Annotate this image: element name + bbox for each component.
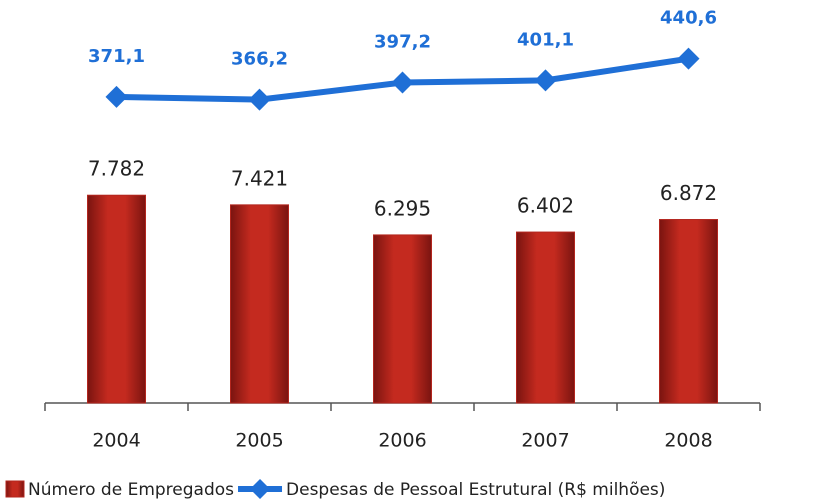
data-label: 401,1 — [517, 29, 574, 50]
data-label: 397,2 — [374, 32, 431, 53]
marker — [105, 85, 128, 108]
data-label: 7.421 — [231, 166, 288, 190]
x-tick-label: 2004 — [92, 430, 140, 452]
data-label: 7.782 — [88, 157, 145, 181]
bar — [516, 231, 575, 404]
marker — [248, 88, 271, 111]
marker — [534, 69, 557, 92]
data-label: 366,2 — [231, 49, 288, 70]
legend-marker — [250, 479, 271, 499]
bar — [87, 194, 146, 404]
marker — [391, 71, 414, 94]
bar — [373, 234, 432, 404]
marker — [677, 47, 700, 70]
x-tick-label: 2005 — [235, 430, 283, 452]
data-label: 440,6 — [660, 8, 717, 29]
x-tick-label: 2007 — [521, 430, 569, 452]
legend-label: Número de Empregados — [28, 480, 234, 500]
data-label: 6.402 — [517, 194, 574, 218]
bar — [230, 204, 289, 404]
legend-swatch — [5, 480, 25, 498]
x-tick-label: 2008 — [664, 430, 712, 452]
x-tick-label: 2006 — [378, 430, 426, 452]
bar — [659, 219, 718, 404]
data-label: 6.872 — [660, 181, 717, 205]
data-label: 6.295 — [374, 196, 431, 220]
legend-label: Despesas de Pessoal Estrutural (R$ milhõ… — [286, 480, 665, 500]
data-label: 371,1 — [88, 46, 145, 67]
